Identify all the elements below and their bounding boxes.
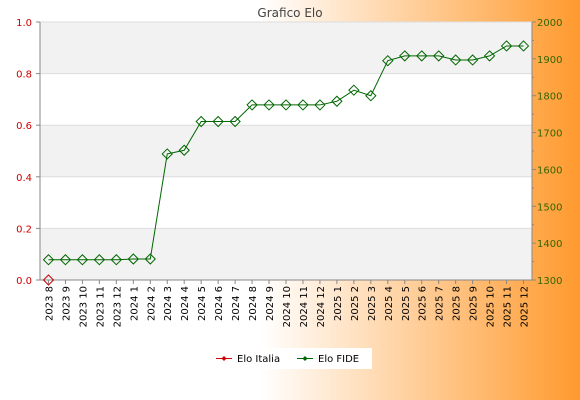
right-tick-label: 1400 — [537, 239, 562, 250]
x-tick-label: 2025 9 — [469, 286, 480, 321]
data-point-1 — [466, 54, 479, 66]
grid-band — [40, 228, 532, 280]
plot-area — [40, 21, 532, 281]
data-point-1 — [483, 50, 496, 62]
right-tick-label: 1300 — [537, 276, 562, 287]
x-tick-label: 2025 6 — [418, 286, 429, 321]
data-point-1 — [382, 54, 394, 67]
data-point-1 — [144, 253, 156, 265]
data-point-1 — [76, 254, 89, 266]
x-tick-label: 2025 2 — [350, 286, 361, 321]
x-tick-label: 2025 8 — [452, 286, 463, 321]
x-tick-label: 2025 3 — [367, 286, 378, 321]
data-point-1 — [517, 40, 530, 52]
x-tick-label: 2024 9 — [265, 286, 276, 321]
data-point-1 — [93, 254, 106, 266]
left-tick-label: 0.0 — [16, 276, 32, 287]
data-point-1 — [246, 99, 258, 111]
data-point-1 — [432, 50, 445, 62]
data-point-1 — [280, 99, 292, 111]
x-tick-label: 2024 10 — [282, 286, 293, 327]
data-point-1 — [314, 99, 326, 111]
data-point-1 — [229, 115, 241, 128]
legend-label-elo-fide: Elo FIDE — [318, 354, 359, 365]
data-point-1 — [127, 253, 140, 265]
series-line-1 — [48, 45, 524, 261]
data-point-1 — [297, 99, 309, 111]
x-tick-label: 2024 1 — [129, 286, 140, 321]
x-tick-label: 2024 6 — [214, 286, 225, 321]
left-tick-label: 1.0 — [16, 18, 32, 29]
x-tick-label: 2024 5 — [197, 286, 208, 321]
right-tick-label: 1500 — [537, 202, 562, 213]
legend-box — [210, 348, 372, 369]
series — [42, 40, 530, 286]
x-tick-label: 2023 11 — [95, 286, 106, 327]
chart-title: Grafico Elo — [257, 6, 322, 20]
left-tick-label: 0.6 — [16, 121, 32, 132]
data-point-1 — [59, 254, 72, 266]
data-point-1 — [449, 54, 462, 66]
legend-marker-elo-italia — [221, 356, 227, 361]
right-tick-label: 1600 — [537, 165, 562, 176]
x-tick-label: 2024 12 — [316, 286, 327, 327]
left-tick-label: 0.4 — [16, 173, 32, 184]
legend: Elo Italia Elo FIDE — [210, 348, 372, 369]
x-tick-label: 2025 10 — [486, 286, 497, 327]
data-point-1 — [161, 148, 173, 160]
right-tick-label: 1800 — [537, 92, 562, 103]
grid-band — [40, 22, 532, 74]
x-tick-label: 2025 5 — [401, 286, 412, 321]
data-point-1 — [178, 144, 190, 156]
axes: 0.0 0.2 0.4 0.6 0.8 1.0 1300 1400 1500 1600 1700 18… — [16, 18, 562, 327]
data-point-1 — [195, 115, 207, 128]
x-tick-label: 2025 7 — [435, 286, 446, 321]
data-point-1 — [348, 84, 360, 96]
data-point-1 — [263, 99, 275, 111]
legend-marker-elo-fide — [302, 356, 308, 361]
data-point-1 — [399, 50, 411, 62]
data-point-1 — [212, 115, 224, 128]
right-tick-label: 2000 — [537, 18, 562, 29]
right-tick-label: 1700 — [537, 129, 562, 140]
x-tick-label: 2025 11 — [503, 286, 514, 327]
data-point-1 — [416, 50, 428, 62]
x-tick-label: 2024 11 — [299, 286, 310, 327]
left-tick-label: 0.2 — [16, 224, 32, 235]
x-tick-label: 2023 9 — [61, 286, 72, 321]
left-tick-label: 0.8 — [16, 70, 32, 81]
data-point-1 — [500, 40, 513, 52]
x-tick-label: 2023 12 — [112, 286, 123, 327]
x-tick-label: 2024 3 — [163, 286, 174, 321]
x-tick-label: 2024 4 — [180, 286, 191, 321]
legend-label-elo-italia: Elo Italia — [237, 354, 280, 365]
right-tick-label: 1900 — [537, 55, 562, 66]
data-point-1 — [365, 90, 377, 102]
x-tick-label: 2023 8 — [44, 286, 55, 321]
grid-band — [40, 125, 532, 177]
x-tick-label: 2024 2 — [146, 286, 157, 321]
x-tick-label: 2025 4 — [384, 286, 395, 321]
data-point-1 — [42, 254, 55, 266]
x-tick-label: 2025 12 — [520, 286, 531, 327]
x-tick-label: 2023 10 — [78, 286, 89, 327]
data-point-1 — [331, 95, 343, 107]
x-tick-label: 2024 8 — [248, 286, 259, 321]
data-point-1 — [110, 254, 123, 266]
x-tick-label: 2024 7 — [231, 286, 242, 321]
x-tick-label: 2025 1 — [333, 286, 344, 321]
data-point-0 — [42, 274, 55, 286]
